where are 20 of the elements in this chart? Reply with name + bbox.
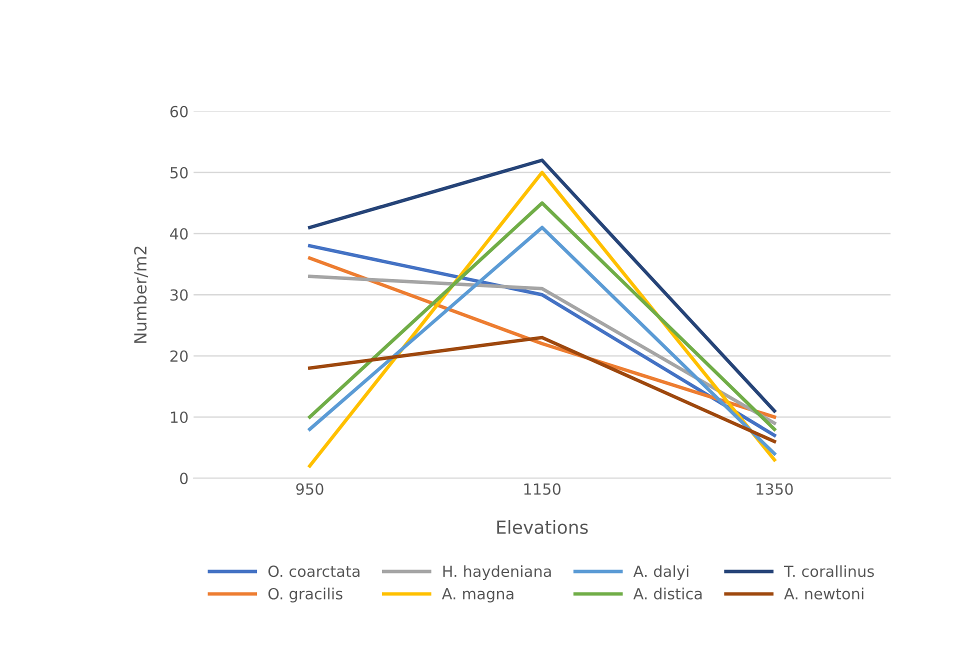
y-tick-label: 10 xyxy=(170,411,188,424)
x-axis-title: Elevations xyxy=(497,520,588,534)
y-tick-label: 20 xyxy=(170,350,188,362)
legend-label: A. dalyi xyxy=(633,565,688,580)
x-tick-label: 1150 xyxy=(524,483,561,495)
y-tick-label: 0 xyxy=(180,472,188,484)
legend-label: O. coarctata xyxy=(268,566,360,578)
legend-label: O. gracilis xyxy=(268,588,342,602)
legend-label: H. haydeniana xyxy=(443,565,551,580)
y-tick-label: 40 xyxy=(170,228,188,240)
legend-label: A. magna xyxy=(442,588,514,602)
y-tick-label: 50 xyxy=(170,166,188,179)
x-tick-label: 950 xyxy=(296,483,324,495)
legend-label: A. distica xyxy=(633,588,702,600)
x-tick-label: 1350 xyxy=(756,483,793,495)
y-tick-label: 60 xyxy=(170,106,188,118)
legend-label: A. newtoni xyxy=(784,588,864,600)
legend-label: T. corallinus xyxy=(784,565,874,578)
y-axis-title: Number/m2 xyxy=(134,246,148,343)
y-tick-label: 30 xyxy=(170,289,188,301)
